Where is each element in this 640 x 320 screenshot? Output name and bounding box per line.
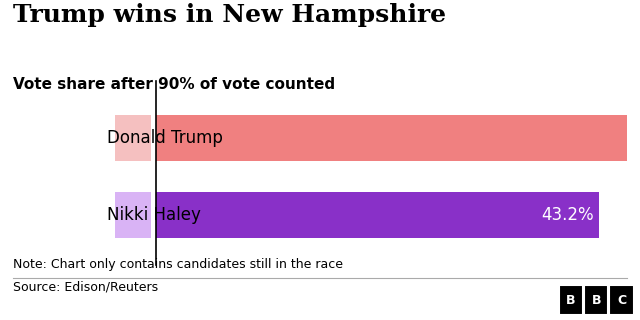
Text: Note: Chart only contains candidates still in the race: Note: Chart only contains candidates sti… [13, 258, 343, 271]
FancyBboxPatch shape [584, 284, 609, 316]
Text: 43.2%: 43.2% [541, 206, 593, 224]
Bar [115, 115, 151, 161]
Bar [156, 192, 598, 238]
FancyBboxPatch shape [609, 284, 634, 316]
Text: Donald Trump: Donald Trump [107, 129, 223, 147]
Text: Trump wins in New Hampshire: Trump wins in New Hampshire [13, 3, 446, 27]
Text: Source: Edison/Reuters: Source: Edison/Reuters [13, 280, 158, 293]
Bar [115, 192, 151, 238]
FancyBboxPatch shape [559, 284, 583, 316]
Bar [156, 115, 640, 161]
Text: Vote share after 90% of vote counted: Vote share after 90% of vote counted [13, 77, 335, 92]
Text: Nikki Haley: Nikki Haley [107, 206, 201, 224]
Text: B: B [591, 293, 601, 307]
Text: C: C [617, 293, 626, 307]
Text: B: B [566, 293, 575, 307]
